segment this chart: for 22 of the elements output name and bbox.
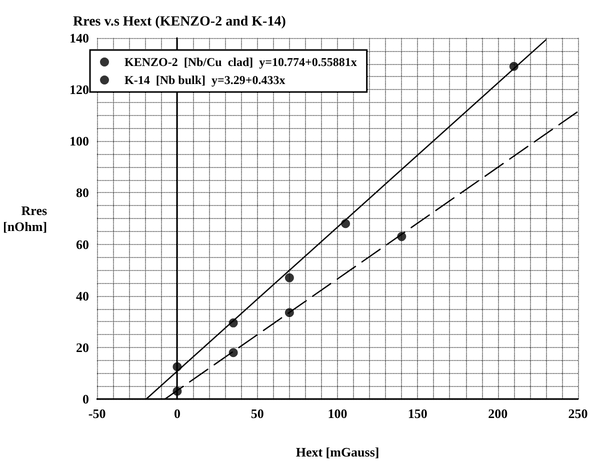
x-tick-label: 50 — [250, 406, 264, 421]
y-tick-label: 20 — [76, 340, 90, 355]
legend-label: K-14 [Nb bulk] y=3.29+0.433x — [124, 73, 286, 87]
x-tick-label: 0 — [174, 406, 180, 421]
legend-label: KENZO-2 [Nb/Cu clad] y=10.774+0.55881x — [124, 55, 357, 69]
x-tick-label: 100 — [328, 406, 348, 421]
y-tick-label: 0 — [82, 392, 90, 406]
y-tick-label: 100 — [70, 134, 90, 149]
y-tick-label: 140 — [70, 30, 90, 46]
x-tick-label: 200 — [488, 406, 508, 421]
y-tick-label: 80 — [76, 185, 90, 200]
chart-title: Rres v.s Hext (KENZO-2 and K-14) — [73, 14, 286, 30]
x-axis-title: Hext [mGauss] — [296, 444, 380, 460]
point — [228, 348, 238, 358]
y-tick-label: 120 — [70, 82, 90, 98]
y-tick-label: 60 — [76, 236, 90, 252]
x-tick-label: 150 — [408, 406, 428, 421]
x-tick-label: 250 — [568, 406, 588, 421]
point — [284, 273, 294, 282]
x-tick-label: -50 — [88, 406, 106, 421]
y-tick-label: 40 — [76, 288, 90, 304]
y-axis-title: Rres [nOhm] — [2, 203, 48, 234]
